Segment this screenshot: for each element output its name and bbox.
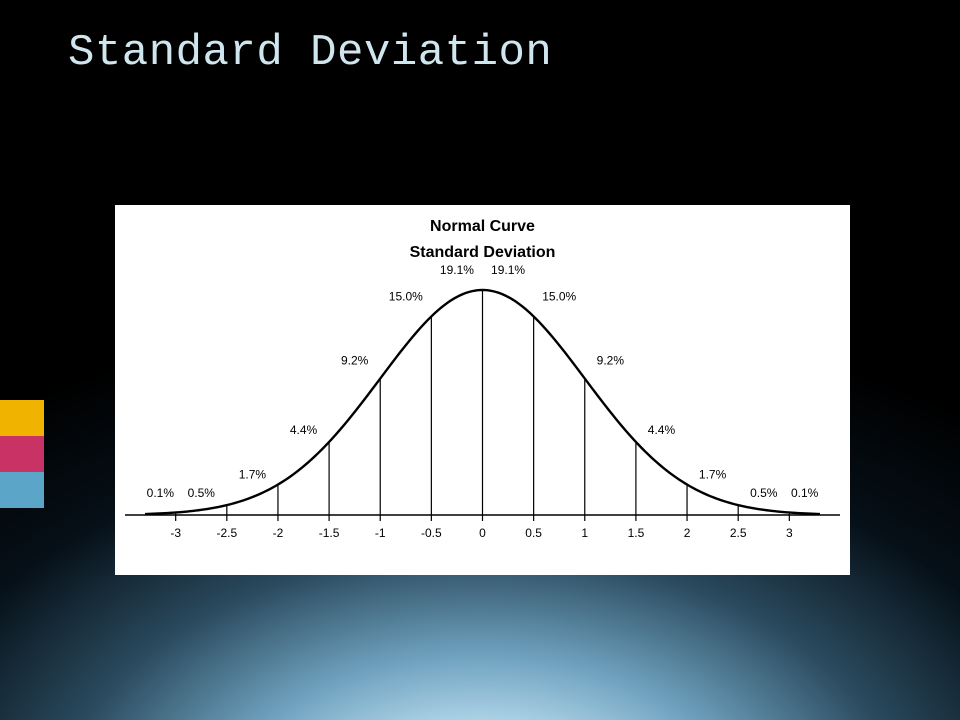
segment-label: 15.0%: [542, 289, 576, 303]
x-tick-label: -2.5: [216, 526, 237, 540]
x-tick-label: 0: [479, 526, 486, 540]
chart-panel: Normal Curve Standard Deviation -3 -2.5 -2 -1…: [115, 205, 850, 575]
segment-label: 0.5%: [188, 486, 216, 500]
x-tick-label: -1: [375, 526, 386, 540]
x-tick-label: 3: [786, 526, 793, 540]
x-tick-label: -0.5: [421, 526, 442, 540]
chart-title-2: Standard Deviation: [410, 244, 556, 261]
segment-label: 1.7%: [699, 468, 727, 482]
segment-label: 0.1%: [791, 486, 819, 500]
segment-label: 0.1%: [147, 486, 175, 500]
accent-bar-1: [0, 400, 44, 436]
segment-label: 9.2%: [597, 354, 625, 368]
normal-curve-chart: Normal Curve Standard Deviation -3 -2.5 -2 -1…: [115, 205, 850, 575]
segment-label: 9.2%: [341, 354, 369, 368]
x-tick-label: -2: [273, 526, 284, 540]
x-tick-label: -1.5: [319, 526, 340, 540]
x-tick-label: -3: [170, 526, 181, 540]
x-tick-label: 2: [684, 526, 691, 540]
x-tick-label: 2.5: [730, 526, 747, 540]
slide: Standard Deviation Normal Curve Standard …: [0, 0, 960, 720]
accent-bar-2: [0, 436, 44, 472]
x-tick-label: 0.5: [525, 526, 542, 540]
segment-label: 15.0%: [389, 289, 423, 303]
accent-bar-3: [0, 472, 44, 508]
chart-title-1: Normal Curve: [430, 218, 535, 235]
segment-label: 4.4%: [648, 423, 676, 437]
segment-label: 4.4%: [290, 423, 318, 437]
x-tick-label: 1: [581, 526, 588, 540]
slide-title: Standard Deviation: [68, 28, 552, 78]
accent-bars: [0, 400, 44, 508]
segment-label: 19.1%: [491, 263, 525, 277]
segment-label: 1.7%: [239, 468, 267, 482]
x-tick-label: 1.5: [628, 526, 645, 540]
segment-label: 19.1%: [440, 263, 474, 277]
segment-label: 0.5%: [750, 486, 778, 500]
